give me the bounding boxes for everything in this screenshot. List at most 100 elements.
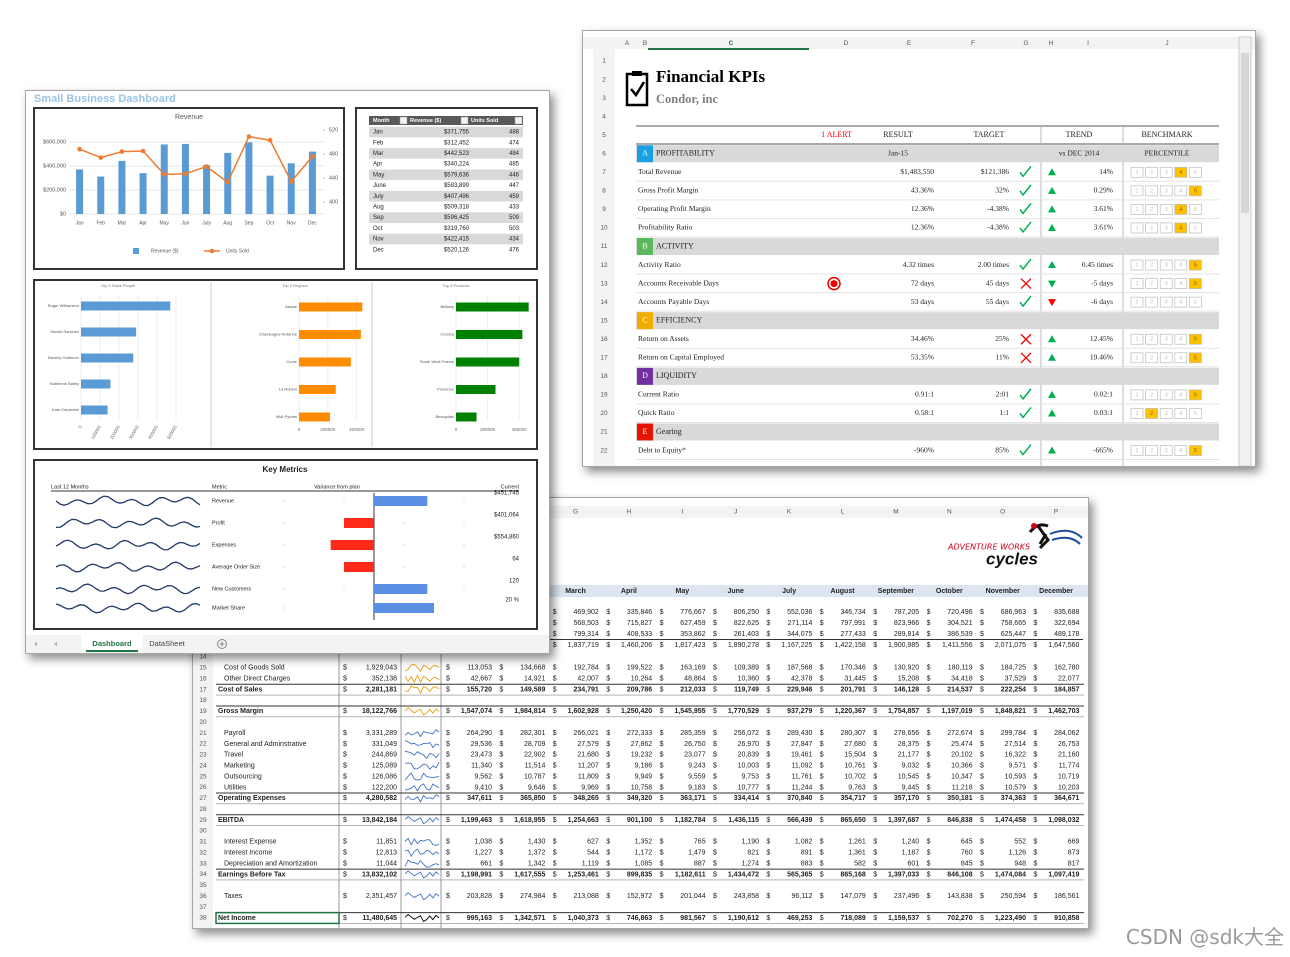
section-badge — [637, 238, 653, 255]
category-label: Beaujolais — [436, 414, 454, 419]
section-band — [636, 367, 1219, 385]
currency: $ — [927, 784, 931, 791]
percentile-level: 3 — [1165, 355, 1168, 361]
revenue-bar — [139, 173, 147, 214]
percentile-level: 3 — [1165, 263, 1168, 269]
category-label: South West France — [420, 359, 455, 364]
value-cell: 1,198,991 — [461, 871, 492, 878]
kpi-target: -4.38% — [987, 223, 1009, 232]
currency: $ — [873, 741, 877, 748]
currency: $ — [713, 850, 717, 857]
currency: $ — [980, 763, 984, 770]
currency: $ — [873, 860, 877, 867]
dashboard-title: Small Business Dashboard — [34, 93, 176, 105]
currency: $ — [606, 752, 610, 759]
revenue-bar — [160, 144, 168, 214]
currency: $ — [446, 839, 450, 846]
row-label: Operating Expenses — [218, 795, 286, 802]
currency: $ — [499, 752, 503, 759]
currency: $ — [499, 741, 503, 748]
value-cell: 9,562 — [474, 773, 492, 780]
value-cell: 27,862 — [631, 741, 653, 748]
value-cell: 566,439 — [787, 817, 812, 824]
kpi-name: Quick Ratio — [638, 408, 675, 417]
value-cell: 349,320 — [627, 795, 652, 802]
currency: $ — [820, 763, 824, 770]
currency: $ — [713, 631, 717, 638]
revenue-bar — [181, 143, 189, 214]
currency: $ — [606, 620, 610, 627]
bar — [81, 353, 134, 363]
currency: $ — [606, 795, 610, 802]
currency: $ — [1033, 784, 1037, 791]
logo-rider — [1028, 523, 1050, 550]
value-cell: 10,758 — [631, 784, 653, 791]
column-letter: N — [947, 509, 952, 516]
value-cell: 10,545 — [898, 773, 920, 780]
kpi-target: 2.00 times — [978, 260, 1009, 269]
row-number: 22 — [600, 447, 608, 454]
currency: $ — [499, 850, 503, 857]
value-cell: 14,921 — [524, 676, 546, 683]
kpi-name: Accounts Payable Days — [638, 297, 709, 306]
row-number: 29 — [199, 817, 207, 824]
add-sheet[interactable] — [217, 639, 227, 649]
currency: $ — [766, 893, 770, 900]
value-cell: 10,264 — [631, 676, 653, 683]
bar — [299, 357, 351, 367]
currency: $ — [660, 860, 664, 867]
currency: $ — [820, 741, 824, 748]
row-number: 27 — [199, 795, 207, 802]
value-cell: 261,403 — [734, 631, 759, 638]
column-header: Current — [501, 484, 520, 490]
currency: $ — [1033, 752, 1037, 759]
value-cell: 9,243 — [688, 763, 706, 770]
currency: $ — [927, 665, 931, 672]
currency: $ — [343, 817, 347, 824]
currency: $ — [927, 817, 931, 824]
grid-dot — [463, 544, 465, 546]
value-cell: 797,991 — [840, 620, 865, 627]
currency: $ — [927, 730, 931, 737]
value-cell: 346,734 — [840, 609, 865, 616]
value-cell: 10,579 — [1005, 784, 1027, 791]
value-cell: 299,784 — [1001, 730, 1026, 737]
currency: $ — [553, 609, 557, 616]
value-cell: 163,169 — [680, 665, 705, 672]
table-cell: $312,452 — [444, 140, 470, 146]
x-tick-label: Nov — [287, 220, 296, 226]
value-cell: 702,270 — [947, 915, 972, 922]
chart-title: Top 5 Products — [443, 283, 470, 288]
units-point — [98, 155, 104, 160]
row-number: 25 — [199, 773, 207, 780]
currency: $ — [713, 665, 717, 672]
currency: $ — [499, 817, 503, 824]
currency: $ — [713, 915, 717, 922]
row-number: 18 — [199, 697, 207, 704]
row-number: 31 — [199, 839, 207, 846]
table-row — [369, 158, 523, 170]
currency: $ — [820, 915, 824, 922]
currency: $ — [713, 676, 717, 683]
currency: $ — [499, 871, 503, 878]
currency: $ — [1033, 850, 1037, 857]
value-cell: 1,182,784 — [674, 817, 705, 824]
currency: $ — [927, 609, 931, 616]
row-number: 7 — [602, 169, 606, 176]
sheet-tabs: Dashboard DataSheet — [26, 635, 549, 653]
section-note: Jan-15 — [888, 148, 908, 157]
row-label: Gross Margin — [218, 708, 263, 715]
section-band — [636, 312, 1219, 330]
percentile-level: 1 — [1135, 188, 1138, 194]
row-label: Outsourcing — [224, 773, 262, 780]
value-cell: 184,857 — [1054, 686, 1079, 693]
x-tick-label: Oct — [266, 220, 274, 226]
currency: $ — [499, 893, 503, 900]
table-cell: 485 — [509, 162, 520, 168]
tab[interactable]: DataSheet — [149, 639, 185, 648]
value-cell: 147,079 — [840, 893, 865, 900]
row-label: Other Direct Charges — [224, 676, 291, 683]
value-cell: 162,780 — [1054, 665, 1079, 672]
tab[interactable]: Dashboard — [92, 639, 132, 648]
units-point — [225, 179, 231, 185]
